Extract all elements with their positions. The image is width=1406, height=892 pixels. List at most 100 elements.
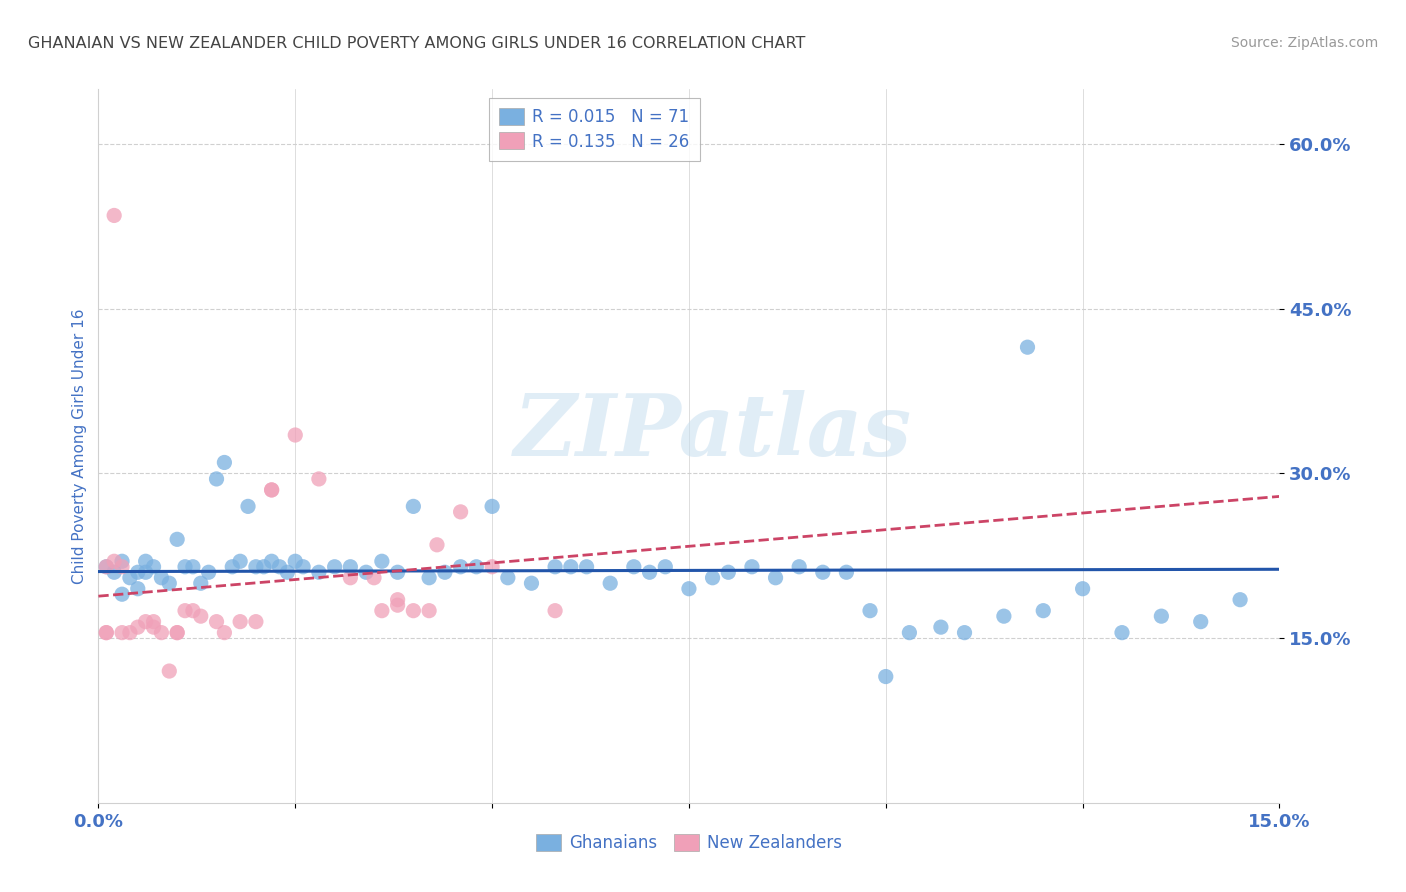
Point xyxy=(142,615,165,629)
Text: Source: ZipAtlas.com: Source: ZipAtlas.com xyxy=(1230,36,1378,50)
Point xyxy=(575,559,598,574)
Point xyxy=(174,559,197,574)
Point xyxy=(717,566,740,580)
Point xyxy=(111,559,134,574)
Point xyxy=(1071,582,1094,596)
Point xyxy=(702,571,724,585)
Point xyxy=(387,598,409,612)
Point xyxy=(371,554,394,568)
Point xyxy=(245,615,267,629)
Point xyxy=(118,571,141,585)
Point xyxy=(418,571,440,585)
Point xyxy=(599,576,621,591)
Point xyxy=(166,533,188,547)
Point xyxy=(214,455,236,469)
Point xyxy=(481,559,503,574)
Point xyxy=(181,604,204,618)
Point xyxy=(418,604,440,618)
Point xyxy=(339,559,361,574)
Point xyxy=(236,500,259,514)
Point xyxy=(221,559,243,574)
Point xyxy=(308,472,330,486)
Point xyxy=(638,566,661,580)
Point xyxy=(276,566,298,580)
Point xyxy=(205,472,228,486)
Point xyxy=(111,625,134,640)
Point xyxy=(229,554,252,568)
Point xyxy=(253,559,276,574)
Point xyxy=(859,604,882,618)
Point xyxy=(103,209,125,223)
Point xyxy=(875,669,897,683)
Text: ZIPatlas: ZIPatlas xyxy=(513,390,911,474)
Point xyxy=(190,576,212,591)
Point xyxy=(450,505,472,519)
Point xyxy=(157,664,180,678)
Text: GHANAIAN VS NEW ZEALANDER CHILD POVERTY AMONG GIRLS UNDER 16 CORRELATION CHART: GHANAIAN VS NEW ZEALANDER CHILD POVERTY … xyxy=(28,36,806,51)
Point xyxy=(96,625,118,640)
Point xyxy=(544,559,567,574)
Point xyxy=(150,625,173,640)
Point xyxy=(544,604,567,618)
Point xyxy=(135,615,157,629)
Point xyxy=(465,559,488,574)
Point xyxy=(284,554,307,568)
Point xyxy=(371,604,394,618)
Point xyxy=(953,625,976,640)
Point xyxy=(835,566,858,580)
Point xyxy=(150,571,173,585)
Point xyxy=(1111,625,1133,640)
Point xyxy=(1032,604,1054,618)
Point xyxy=(269,559,291,574)
Point xyxy=(245,559,267,574)
Point xyxy=(111,554,134,568)
Point xyxy=(96,559,118,574)
Point xyxy=(765,571,787,585)
Point xyxy=(426,538,449,552)
Point xyxy=(1150,609,1173,624)
Point xyxy=(103,554,125,568)
Point xyxy=(787,559,810,574)
Point xyxy=(166,625,188,640)
Point xyxy=(741,559,763,574)
Legend: Ghanaians, New Zealanders: Ghanaians, New Zealanders xyxy=(529,827,849,859)
Point xyxy=(898,625,921,640)
Point xyxy=(166,625,188,640)
Point xyxy=(308,566,330,580)
Point xyxy=(292,559,315,574)
Point xyxy=(127,620,149,634)
Point xyxy=(387,592,409,607)
Point xyxy=(560,559,582,574)
Point xyxy=(520,576,543,591)
Point xyxy=(1229,592,1251,607)
Point xyxy=(229,615,252,629)
Point xyxy=(929,620,952,634)
Point xyxy=(118,625,141,640)
Y-axis label: Child Poverty Among Girls Under 16: Child Poverty Among Girls Under 16 xyxy=(72,309,87,583)
Point xyxy=(260,554,283,568)
Point xyxy=(96,625,118,640)
Point xyxy=(197,566,219,580)
Point xyxy=(260,483,283,497)
Point xyxy=(135,554,157,568)
Point xyxy=(284,428,307,442)
Point xyxy=(142,559,165,574)
Point xyxy=(363,571,385,585)
Point xyxy=(481,500,503,514)
Point xyxy=(205,615,228,629)
Point xyxy=(1017,340,1039,354)
Point xyxy=(127,566,149,580)
Point xyxy=(142,620,165,634)
Point xyxy=(323,559,346,574)
Point xyxy=(103,566,125,580)
Point xyxy=(190,609,212,624)
Point xyxy=(260,483,283,497)
Point xyxy=(214,625,236,640)
Point xyxy=(433,566,456,580)
Point xyxy=(402,604,425,618)
Point xyxy=(339,571,361,585)
Point xyxy=(496,571,519,585)
Point xyxy=(135,566,157,580)
Point xyxy=(1189,615,1212,629)
Point xyxy=(402,500,425,514)
